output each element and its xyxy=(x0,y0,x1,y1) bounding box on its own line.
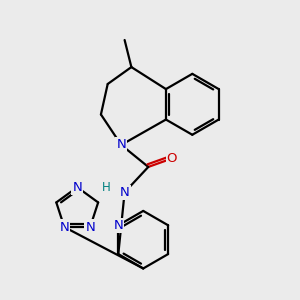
Text: N: N xyxy=(72,181,82,194)
Text: O: O xyxy=(167,152,177,165)
Text: H: H xyxy=(102,181,110,194)
Text: N: N xyxy=(116,138,126,152)
Text: N: N xyxy=(113,219,123,232)
Text: N: N xyxy=(120,186,130,199)
Text: N: N xyxy=(59,220,69,233)
Text: N: N xyxy=(85,220,95,233)
